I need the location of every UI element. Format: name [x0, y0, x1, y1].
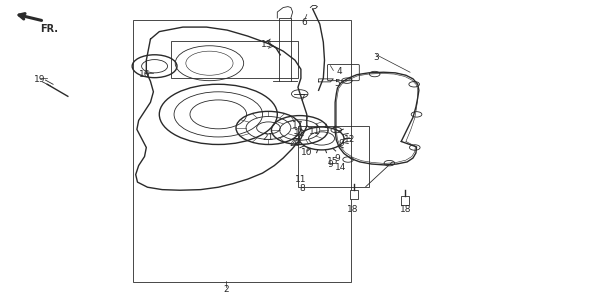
- Text: 2: 2: [223, 285, 229, 294]
- Text: FR.: FR.: [40, 24, 58, 34]
- Text: 9: 9: [327, 160, 333, 169]
- Text: 6: 6: [301, 18, 307, 27]
- Text: 21: 21: [262, 133, 274, 142]
- Text: 3: 3: [373, 53, 379, 62]
- Text: 17: 17: [292, 121, 304, 130]
- Text: 16: 16: [139, 70, 150, 79]
- Text: 4: 4: [337, 67, 343, 76]
- Text: 18: 18: [400, 205, 412, 214]
- Text: 11: 11: [309, 127, 320, 136]
- Text: 12: 12: [343, 135, 355, 144]
- Text: 11: 11: [295, 175, 307, 184]
- Text: 19: 19: [34, 75, 46, 84]
- Text: 8: 8: [299, 184, 305, 193]
- Bar: [171, 41, 298, 78]
- Text: 9: 9: [339, 139, 345, 148]
- Text: 14: 14: [335, 163, 347, 172]
- Text: 5: 5: [335, 79, 340, 88]
- Bar: [350, 190, 358, 199]
- Text: 13: 13: [261, 40, 273, 49]
- Bar: [298, 126, 369, 187]
- Bar: [133, 20, 351, 282]
- Bar: [401, 196, 409, 205]
- Text: 15: 15: [327, 157, 339, 166]
- Text: 20: 20: [289, 139, 301, 148]
- Text: 7: 7: [299, 94, 305, 103]
- Text: 11: 11: [294, 129, 306, 138]
- Text: 18: 18: [347, 205, 359, 214]
- Text: 9: 9: [334, 154, 340, 163]
- Text: 10: 10: [301, 148, 313, 157]
